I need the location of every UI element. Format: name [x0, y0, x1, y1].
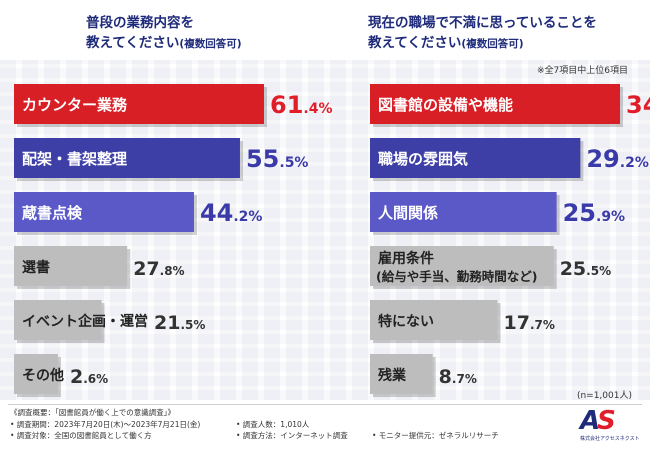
right-value-label-2: 25.9% [563, 199, 626, 227]
left-bar-0 [14, 84, 264, 124]
left-value-dec-4: .5% [180, 318, 205, 332]
right-chart-title: 現在の職場で不満に思っていることを 教えてください(複数回答可) [368, 13, 648, 54]
left-value-dec-3: .8% [160, 264, 185, 278]
left-category-label-2: 蔵書点検 [22, 204, 83, 222]
right-value-dec-4: .7% [530, 318, 555, 332]
left-value-label-4: 21.5% [154, 312, 205, 334]
left-value-label-5: 2.6% [70, 366, 108, 388]
right-value-dec-1: .2% [620, 155, 649, 171]
left-value-label-0: 61.4% [270, 91, 333, 119]
right-category-label-4: 特にない [378, 313, 434, 330]
right-value-dec-3: .5% [586, 264, 611, 278]
left-value-label-2: 44.2% [200, 199, 262, 227]
left-value-label-1: 55.5% [246, 145, 309, 173]
survey-overview: 《調査概要：「図書館員が働く上での意識調査」》 [10, 408, 175, 417]
right-title-line1: 現在の職場で不満に思っていることを [368, 15, 597, 31]
survey-target: • 調査対象：全国の図書館員として働く方 [10, 431, 152, 440]
right-category-label-5: 残業 [378, 367, 407, 384]
left-value-int-1: 55 [246, 145, 279, 173]
right-category-label-3: 雇用条件 [378, 250, 434, 267]
logo-mark-a: A [580, 406, 600, 436]
right-value-int-5: 8 [439, 366, 452, 388]
survey-method: • 調査方法：インターネット調査 [236, 431, 348, 440]
left-title-line1: 普段の業務内容を [86, 15, 194, 31]
sample-size-note: (n=1,001人) [576, 391, 632, 401]
left-category-label-1: 配架・書架整理 [22, 150, 127, 168]
right-value-int-4: 17 [504, 312, 530, 334]
footer-divider [8, 404, 642, 405]
left-value-label-3: 27.8% [133, 258, 184, 280]
left-category-label-4: イベント企画・運営 [22, 313, 148, 330]
left-category-label-3: 選書 [22, 259, 50, 276]
left-bar-4 [14, 300, 102, 340]
right-value-label-5: 8.7% [439, 366, 477, 388]
right-chart-note: ※全7項目中上位6項目 [537, 66, 628, 76]
right-value-int-3: 25 [560, 258, 586, 280]
left-title-line2: 教えてください [86, 35, 180, 51]
right-bar-2 [370, 192, 557, 232]
bar-charts: カウンター業務 61.4%配架・書架整理 55.5%蔵書点検 44.2%選書 27.8%… [14, 84, 650, 397]
right-value-dec-2: .9% [596, 209, 625, 225]
right-value-label-4: 17.7% [504, 312, 555, 334]
left-category-label-5: その他 [22, 367, 64, 384]
right-value-int-0: 34 [626, 91, 650, 119]
logo-mark-s: S [597, 406, 616, 436]
logo-company-name: 株式会社アクセスネクスト [580, 436, 640, 442]
right-value-dec-5: .7% [452, 372, 477, 386]
right-bar-4 [370, 300, 498, 340]
left-chart-title: 普段の業務内容を 教えてください(複数回答可) [86, 13, 296, 54]
left-bar-1 [14, 138, 240, 178]
right-title-sub: (複数回答可) [461, 38, 524, 50]
left-category-label-0: カウンター業務 [22, 96, 128, 114]
left-value-dec-0: .4% [303, 101, 332, 117]
left-title-sub: (複数回答可) [179, 38, 242, 50]
right-title-line2: 教えてください [368, 35, 462, 51]
left-value-dec-1: .5% [279, 155, 308, 171]
right-value-label-3: 25.5% [560, 258, 611, 280]
right-value-label-1: 29.2% [586, 145, 649, 173]
left-value-int-5: 2 [70, 366, 83, 388]
left-value-dec-5: .6% [83, 372, 108, 386]
left-value-int-3: 27 [133, 258, 159, 280]
left-value-int-4: 21 [154, 312, 180, 334]
company-logo: AS 株式会社アクセスネクスト [580, 408, 640, 442]
left-bar-3 [14, 246, 128, 286]
right-category-label-2: 人間関係 [378, 204, 438, 222]
right-category-label-1: 職場の雰囲気 [378, 150, 468, 168]
right-value-int-2: 25 [563, 199, 596, 227]
right-category-label-0: 図書館の設備や機能 [378, 96, 513, 114]
left-bar-5 [14, 354, 58, 394]
right-bar-0 [370, 84, 620, 124]
right-bar-1 [370, 138, 581, 178]
right-value-label-0: 34.7% [626, 91, 650, 119]
left-value-int-0: 61 [270, 91, 303, 119]
right-bar-5 [370, 354, 433, 394]
left-value-dec-2: .2% [233, 209, 262, 225]
right-category-sublabel-3: (給与や手当、勤務時間など) [376, 269, 537, 284]
left-bar-2 [14, 192, 194, 232]
right-bar-3 [370, 246, 554, 286]
survey-period: • 調査期間：2023年7月20日(木)～2023年7月21日(金) [10, 420, 201, 429]
monitor-provider: • モニター提供元：ゼネラルリサーチ [372, 431, 499, 440]
survey-count: • 調査人数：1,010人 [236, 420, 310, 429]
right-value-int-1: 29 [586, 145, 619, 173]
left-value-int-2: 44 [200, 199, 233, 227]
